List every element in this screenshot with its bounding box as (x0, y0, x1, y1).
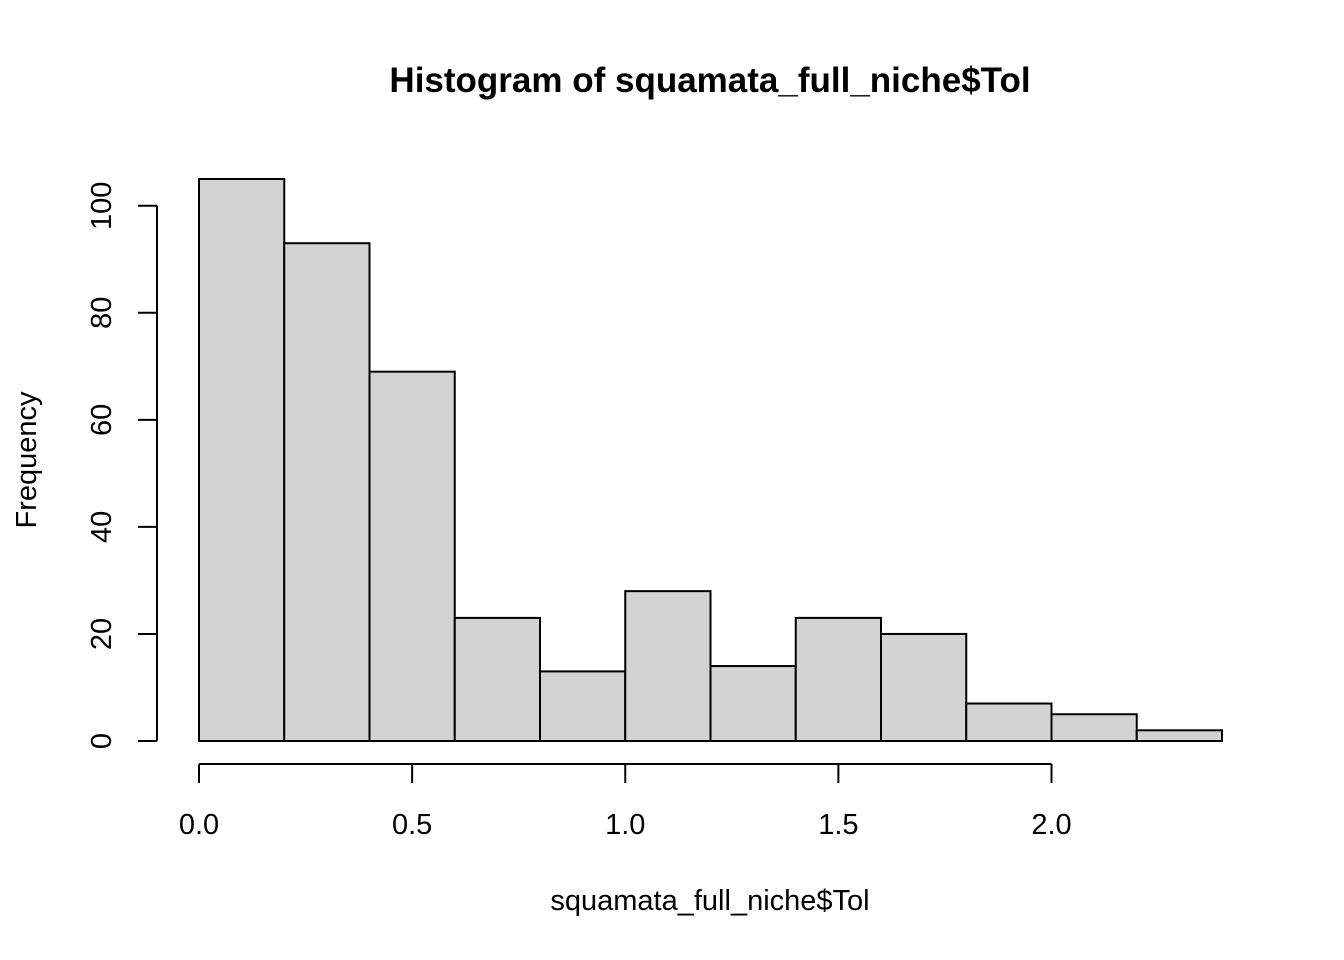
y-tick-label: 20 (86, 618, 118, 650)
y-tick-label: 0 (86, 733, 118, 749)
chart-title: Histogram of squamata_full_niche$Tol (389, 61, 1030, 100)
histogram-bar (880, 632, 968, 743)
x-axis-label: squamata_full_niche$Tol (550, 885, 869, 917)
histogram-bar (965, 702, 1053, 742)
histogram-bar (368, 370, 456, 742)
histogram-bar (794, 616, 882, 743)
y-tick-label: 40 (86, 511, 118, 543)
histogram-bar (1135, 729, 1223, 742)
x-axis: 0.0 0.5 1.0 1.5 2.0 (179, 763, 1072, 841)
y-axis: 0 20 40 60 80 100 (86, 182, 158, 749)
histogram-bar (453, 616, 541, 743)
x-tick-label: 1.0 (605, 809, 645, 841)
y-tick-label: 80 (86, 297, 118, 329)
x-tick-label: 2.0 (1031, 809, 1071, 841)
histogram-bar (1050, 713, 1138, 743)
histogram-bar (283, 242, 371, 742)
histogram-bar (709, 665, 797, 742)
x-tick-label: 0.5 (392, 809, 432, 841)
histogram-bar (624, 590, 712, 743)
y-axis-label: Frequency (11, 391, 43, 529)
y-tick-label: 100 (86, 182, 118, 230)
histogram-bar (539, 670, 627, 743)
x-tick-label: 1.5 (818, 809, 858, 841)
y-tick-label: 60 (86, 404, 118, 436)
x-tick-label: 0.0 (179, 809, 219, 841)
bars-group (198, 178, 1223, 743)
histogram-bar (198, 178, 286, 742)
